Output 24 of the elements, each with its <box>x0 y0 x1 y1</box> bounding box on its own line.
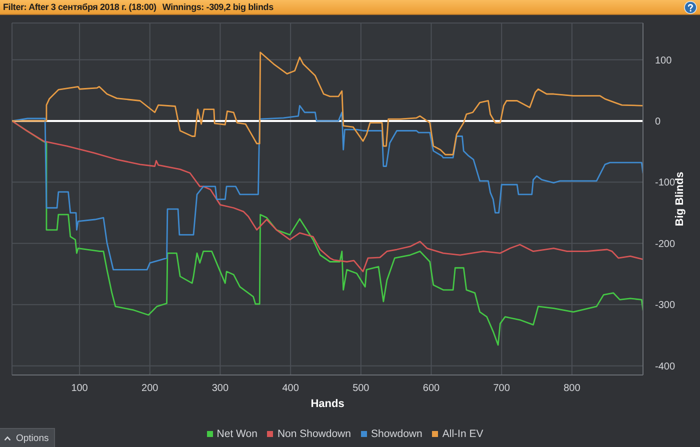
x-tick-label: 400 <box>282 383 300 394</box>
y-tick-label: 0 <box>655 116 661 128</box>
x-tick-label: 300 <box>212 383 229 394</box>
y-tick-label: -100 <box>655 178 676 189</box>
y-tick-label: -300 <box>655 300 676 312</box>
button: Options <box>0 428 55 447</box>
x-axis-title: Hands <box>310 398 344 410</box>
line-series <box>12 52 643 156</box>
x-tick-label: 500 <box>352 383 370 394</box>
chart-subtitle: Winnings: -309,2 big blinds <box>162 2 274 12</box>
legend-label: Showdown <box>370 428 422 440</box>
x-tick-label: 100 <box>71 383 88 394</box>
x-tick-label: 600 <box>422 383 440 394</box>
legend-label: All-In EV <box>442 428 484 440</box>
x-tick-label: 700 <box>493 383 510 394</box>
x-tick-label: 800 <box>564 383 581 394</box>
x-tick-label: 200 <box>142 383 159 394</box>
legend-label: Net Won <box>216 428 258 440</box>
chart-title: Filter: After 3 сентября 2018 г. (18:00) <box>3 2 156 12</box>
y-tick-label: -200 <box>655 238 676 250</box>
legend-label: Non Showdown <box>277 428 351 440</box>
y-tick-label: 100 <box>655 55 672 66</box>
y-tick-label: -400 <box>655 361 676 372</box>
y-axis-title: Big Blinds <box>674 172 686 226</box>
